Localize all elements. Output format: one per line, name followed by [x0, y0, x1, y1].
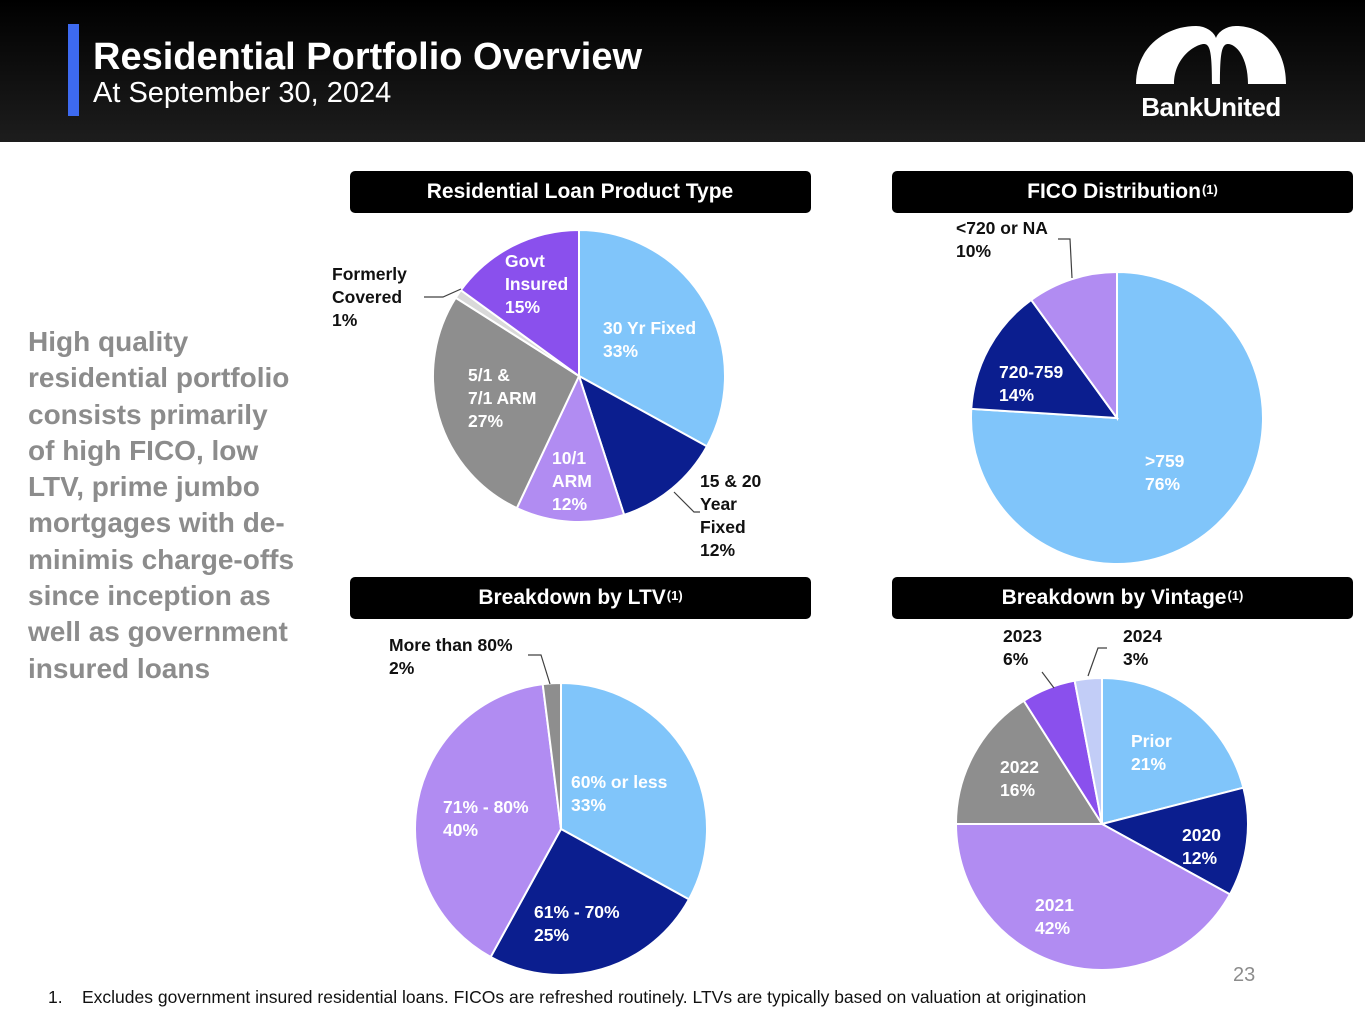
product-type-chart-title: Residential Loan Product Type [350, 171, 811, 213]
vintage-leader-line-2024 [1087, 647, 1107, 677]
fico-data-label-720-or-na: <720 or NA 10% [956, 218, 1048, 261]
ltv-title-sup: (1) [666, 587, 683, 603]
ltv-chart-title: Breakdown by LTV (1) [350, 577, 811, 619]
summary-text: High quality residential portfolio consi… [28, 326, 295, 684]
bankunited-logo: BankUnited [1128, 22, 1294, 130]
vintage-slice-2022 [954, 699, 1104, 825]
vintage-slice-2021 [954, 823, 1232, 971]
product-type-data-label-30-yr-fixed: 30 Yr Fixed 33% [603, 318, 696, 361]
fico-title-text: FICO Distribution [1027, 180, 1201, 203]
product-type-data-label-formerly-covered: Formerly Covered 1% [332, 264, 407, 330]
fico-title-sup: (1) [1201, 181, 1218, 197]
product-type-data-label-10-1-arm: 10/1 ARM 12% [552, 448, 592, 514]
product-type-slice-15-20-year-fixed [577, 373, 709, 517]
page-number: 23 [1233, 964, 1256, 986]
ltv-slice-more-than-80 [541, 681, 562, 830]
ltv-slice-61-70 [489, 827, 691, 976]
ltv-title-text: Breakdown by LTV [478, 586, 666, 609]
vintage-leader-line-2023 [1041, 671, 1055, 689]
product-type-data-label-15-20-year-fixed: 15 & 20 Year Fixed 12% [700, 471, 762, 560]
vintage-data-label-2023: 2023 6% [1003, 626, 1042, 669]
product-type-data-label-govt-insured: Govt Insured 15% [505, 251, 568, 317]
product-type-slice-5-1-7-1-arm [432, 296, 581, 510]
logo-wordmark: BankUnited [1141, 92, 1281, 122]
fico-chart-title: FICO Distribution (1) [892, 171, 1353, 213]
product-type-data-label-5-1-7-1-arm: 5/1 & 7/1 ARM 27% [468, 365, 536, 431]
product-type-leader-line-formerly-covered [424, 288, 462, 298]
fico-slice-720-759 [970, 298, 1120, 420]
fico-data-label-720-759: 720-759 14% [999, 362, 1063, 405]
logo-arch-icon [1136, 26, 1286, 84]
ltv-slice-60-or-less [560, 681, 708, 901]
fico-slice-720-or-na [1029, 270, 1118, 422]
vintage-data-label-2022: 2022 16% [1000, 757, 1039, 800]
vintage-data-label-2024: 2024 3% [1123, 626, 1162, 669]
title-accent-bar [68, 24, 79, 116]
vintage-slice-prior [1101, 676, 1245, 826]
ltv-leader-line-more-than-80 [528, 654, 551, 685]
product-type-leader-line-15-20-year-fixed [673, 491, 700, 513]
ltv-slice-71-80 [414, 683, 563, 959]
vintage-chart-title: Breakdown by Vintage (1) [892, 577, 1353, 619]
page-title: Residential Portfolio Overview [93, 36, 643, 78]
ltv-data-label-61-70: 61% - 70% 25% [534, 902, 620, 945]
fico-data-label-759: >759 76% [1145, 451, 1185, 494]
vintage-slice-2024 [1073, 676, 1103, 825]
footnote: 1. Excludes government insured residentia… [48, 987, 1086, 1008]
footnote-number: 1. [48, 987, 63, 1007]
page-subtitle: At September 30, 2024 [93, 77, 392, 109]
product-type-title-text: Residential Loan Product Type [426, 180, 734, 203]
vintage-title-text: Breakdown by Vintage [1001, 586, 1227, 609]
product-type-slice-govt-insured [459, 228, 580, 378]
ltv-data-label-60-or-less: 60% or less 33% [571, 772, 668, 815]
footnote-text: Excludes government insured residential … [82, 987, 1087, 1007]
vintage-slice-2020 [1099, 786, 1249, 896]
vintage-data-label-prior: Prior 21% [1131, 731, 1172, 774]
vintage-title-sup: (1) [1227, 587, 1244, 603]
product-type-slice-30-yr-fixed [578, 228, 726, 448]
ltv-data-label-more-than-80: More than 80% 2% [389, 635, 513, 678]
vintage-data-label-2020: 2020 12% [1182, 825, 1221, 868]
ltv-data-label-71-80: 71% - 80% 40% [443, 797, 529, 840]
slide-header: Residential Portfolio Overview At Septem… [0, 0, 1365, 142]
vintage-data-label-2021: 2021 42% [1035, 895, 1074, 938]
fico-leader-line-720-or-na [1058, 238, 1073, 279]
product-type-slice-10-1-arm [515, 373, 626, 523]
